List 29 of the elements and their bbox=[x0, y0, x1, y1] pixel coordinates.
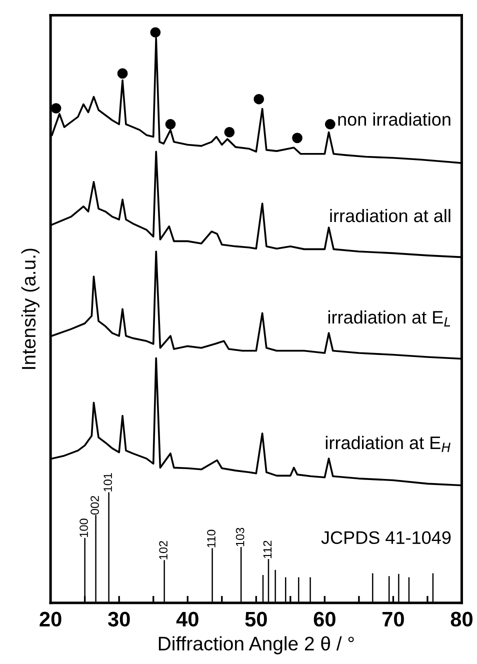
x-tick-label: 70 bbox=[382, 612, 404, 627]
series-label: irradiation at all bbox=[330, 208, 450, 222]
annotation: 100 bbox=[80, 518, 88, 537]
annotation: 101 bbox=[104, 473, 112, 492]
annotation: 102 bbox=[159, 541, 168, 560]
annotation: 002 bbox=[90, 496, 99, 515]
point bbox=[117, 68, 128, 79]
annotation: 112 bbox=[263, 540, 272, 558]
point bbox=[165, 119, 176, 130]
point bbox=[324, 119, 336, 130]
x-tick-label: 50 bbox=[245, 612, 267, 627]
series-label: non irradiation bbox=[338, 112, 450, 126]
x-tick-label: 40 bbox=[176, 612, 198, 627]
y-axis-title: Intensity (a.u.) bbox=[21, 248, 40, 369]
point bbox=[254, 94, 264, 104]
series-label: JCPDS 41-1049 bbox=[321, 531, 451, 544]
point bbox=[224, 127, 235, 138]
point bbox=[50, 103, 62, 114]
x-tick-label: 30 bbox=[108, 612, 130, 627]
annotation: 110 bbox=[207, 530, 216, 548]
x-tick-label: 20 bbox=[40, 612, 62, 627]
series-label: irradiation at E$_{L}$ bbox=[328, 310, 450, 326]
x-tick-label: 80 bbox=[450, 612, 472, 627]
series-label: irradiation at E$_{H}$ bbox=[326, 436, 450, 452]
x-axis-title: Diffraction Angle 2 θ / ° bbox=[158, 636, 354, 654]
point bbox=[292, 132, 302, 144]
annotation: 103 bbox=[236, 528, 244, 546]
x-tick-label: 60 bbox=[314, 612, 336, 627]
point bbox=[150, 27, 161, 38]
